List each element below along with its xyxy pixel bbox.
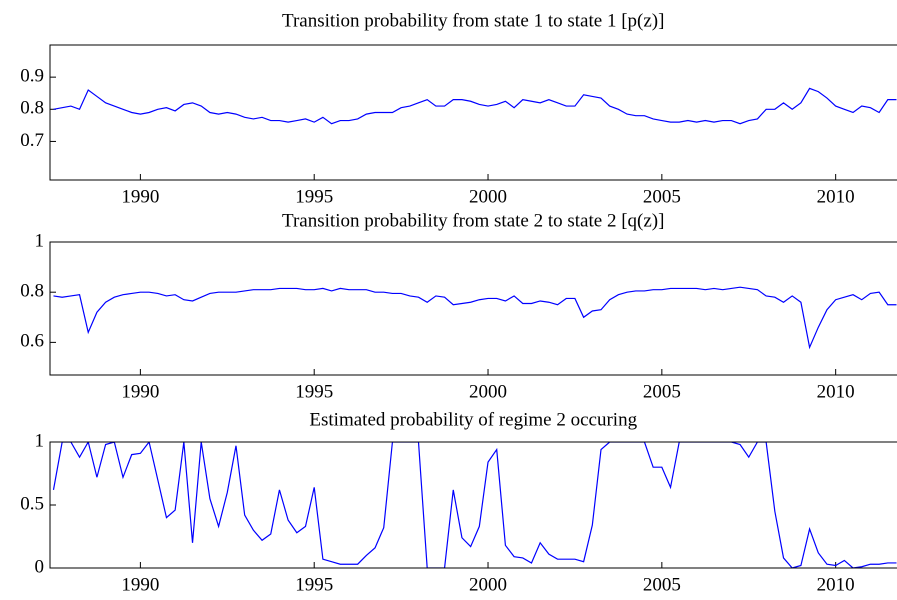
x-tick-label: 2000 — [469, 381, 507, 402]
x-tick-label: 2005 — [643, 381, 681, 402]
axes-frame — [49, 441, 897, 569]
axes-frame — [49, 44, 897, 181]
x-tick-label: 2005 — [643, 186, 681, 207]
x-tick-label: 1995 — [295, 381, 333, 402]
y-tick-label: 1 — [35, 230, 45, 251]
x-tick-label: 2010 — [817, 381, 855, 402]
x-tick-label: 2010 — [817, 186, 855, 207]
x-tick-label: 1990 — [121, 186, 159, 207]
y-tick-label: 0.7 — [20, 130, 44, 151]
y-tick-label: 0.8 — [20, 98, 44, 119]
x-tick-label: 1990 — [121, 381, 159, 402]
x-tick-label: 2000 — [469, 574, 507, 595]
x-tick-label: 1990 — [121, 574, 159, 595]
x-tick-label: 2010 — [817, 574, 855, 595]
y-tick-label: 0.5 — [20, 493, 44, 514]
y-tick-label: 0.6 — [20, 331, 44, 352]
axes-frame — [49, 241, 897, 376]
y-tick-label: 0.8 — [20, 281, 44, 302]
x-tick-label: 2000 — [469, 186, 507, 207]
subplot-title: Transition probability from state 2 to s… — [282, 210, 664, 231]
data-line — [53, 286, 897, 350]
data-line — [53, 87, 897, 125]
subplot-title: Transition probability from state 1 to s… — [282, 10, 664, 31]
data-line — [52, 442, 897, 568]
y-tick-label: 1 — [35, 430, 45, 451]
x-tick-label: 2005 — [643, 574, 681, 595]
y-tick-label: 0 — [35, 556, 45, 577]
subplot-title: Estimated probability of regime 2 occuri… — [309, 409, 637, 430]
x-tick-label: 1995 — [295, 186, 333, 207]
y-tick-label: 0.9 — [20, 66, 44, 87]
x-tick-label: 1995 — [295, 574, 333, 595]
